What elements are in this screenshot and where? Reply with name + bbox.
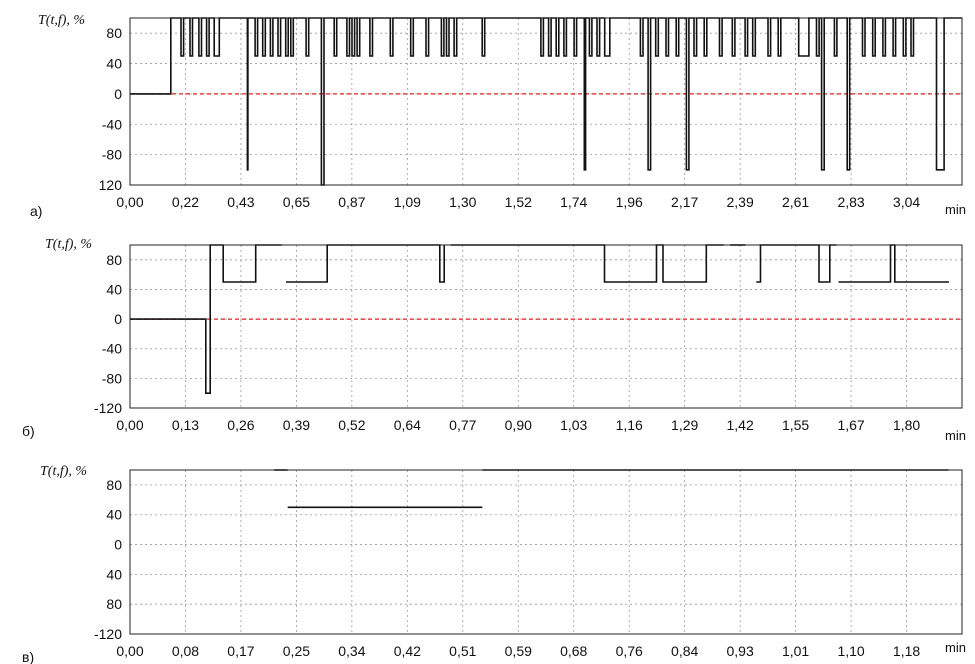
panel-a-y-tick-label: 0 [114, 86, 122, 102]
panel-c-frame [129, 469, 963, 635]
panel-a-frame [129, 17, 963, 186]
panel-a-x-tick-label: 1,30 [449, 194, 476, 210]
panel-c-x-tick-label: 0,25 [283, 643, 310, 659]
panel-b-grid [130, 245, 962, 408]
panel-b-y-tick-label: 80 [106, 252, 122, 268]
panel-a-letter: a) [30, 203, 42, 219]
panel-b-x-tick-label: 0,64 [394, 417, 421, 433]
panel-a-x-tick-label: 0,22 [172, 194, 199, 210]
panel-c-x-tick-label: 0,00 [116, 643, 143, 659]
panel-b-series-line-5 [838, 244, 949, 283]
panel-c-y-tick-label: 40 [106, 507, 122, 523]
panel-a-y-tick-label: 40 [106, 56, 122, 72]
panel-b-y-tick-label: -80 [102, 370, 122, 386]
panel-c-x-tick-label: 1,18 [893, 643, 920, 659]
panel-b-series-line-2 [450, 244, 724, 283]
panel-c-x-tick-label: 0,84 [671, 643, 698, 659]
panel-b-y-tick-label: -120 [94, 400, 122, 416]
panel-c-ylabel: T(t,f), % [40, 464, 87, 479]
panel-a-traces [130, 17, 962, 186]
panel-b-x-tick-label: 1,42 [727, 417, 754, 433]
panel-b-x-tick-label: 0,77 [449, 417, 476, 433]
panel-a-x-tick-label: 1,52 [505, 194, 532, 210]
panel-a-x-tick-label: 1,74 [560, 194, 587, 210]
panel-b-y-tick-label: 0 [114, 311, 122, 327]
panel-b-y-tick-label: -40 [102, 341, 122, 357]
panel-b-x-tick-label: 1,03 [560, 417, 587, 433]
panel-b-y-tick-label: 40 [106, 281, 122, 297]
panel-c-x-tick-label: 0,51 [449, 643, 476, 659]
panel-b-x-tick-label: 0,52 [338, 417, 365, 433]
panel-c-x-tick-label: 0,93 [727, 643, 754, 659]
panel-c-letter: в) [22, 649, 34, 664]
panel-a-x-unit: min [945, 202, 966, 217]
panel-a-y-tick-label: -40 [102, 116, 122, 132]
panel-a-x-tick-label: 0,43 [227, 194, 254, 210]
panel-a-x-tick-label: 2,39 [727, 194, 754, 210]
panel-a-x-tick-label: 0,87 [338, 194, 365, 210]
panel-c-y-tick-label: 40 [106, 566, 122, 582]
panel-a-y-tick-label: 120 [99, 177, 123, 193]
panel-a-x-tick-label: 2,83 [837, 194, 864, 210]
panel-c-y-tick-label: -120 [94, 626, 122, 642]
panel-c-x-tick-label: 0,68 [560, 643, 587, 659]
panel-b-ylabel: T(t,f), % [45, 237, 92, 252]
panel-a-y-tick-label: -80 [102, 147, 122, 163]
panel-c-x-tick-label: 0,42 [394, 643, 421, 659]
panel-b-x-tick-label: 1,55 [782, 417, 809, 433]
panel-c-x-tick-label: 1,01 [782, 643, 809, 659]
panel-b-letter: б) [22, 423, 35, 439]
panel-b-series-line-1 [286, 244, 446, 283]
panel-b-x-tick-label: 0,13 [172, 417, 199, 433]
panel-b-x-tick-label: 1,67 [837, 417, 864, 433]
panel-a-x-tick-label: 1,96 [616, 194, 643, 210]
panel-c-x-tick-label: 0,34 [338, 643, 365, 659]
panel-a-x-tick-label: 0,00 [116, 194, 143, 210]
panel-c-x-unit: min [945, 640, 966, 655]
panel-c-x-tick-label: 0,08 [172, 643, 199, 659]
panel-c-x-tick-label: 1,10 [837, 643, 864, 659]
panel-c-x-tick-label: 0,59 [505, 643, 532, 659]
panel-b-x-tick-label: 1,29 [671, 417, 698, 433]
panel-b-x-tick-label: 0,00 [116, 417, 143, 433]
panel-b-x-tick-label: 0,26 [227, 417, 254, 433]
panel-a-x-tick-label: 3,04 [893, 194, 920, 210]
panel-a-x-tick-label: 2,61 [782, 194, 809, 210]
panel-c-y-tick-label: 0 [114, 537, 122, 553]
panel-c-x-tick-label: 0,76 [616, 643, 643, 659]
panel-b-series-line-4 [756, 244, 837, 283]
panel-c-y-tick-label: 80 [106, 596, 122, 612]
panel-a-x-tick-label: 1,09 [394, 194, 421, 210]
panel-b-x-tick-label: 1,80 [893, 417, 920, 433]
panel-c-y-tick-label: 80 [106, 477, 122, 493]
panel-a-y-tick-label: 80 [106, 25, 122, 41]
panel-b-frame [129, 244, 963, 409]
panel-b-x-tick-label: 1,16 [616, 417, 643, 433]
panel-b-x-unit: min [945, 428, 966, 443]
panel-c-grid [130, 470, 962, 634]
panel-a-series-line-0 [130, 17, 962, 186]
panel-b-x-tick-label: 0,39 [283, 417, 310, 433]
panel-a-x-tick-label: 0,65 [283, 194, 310, 210]
panel-c-x-tick-label: 0,17 [227, 643, 254, 659]
panel-c-traces [274, 469, 949, 509]
panel-a-x-tick-label: 2,17 [671, 194, 698, 210]
panel-a-ylabel: T(t,f), % [38, 13, 85, 28]
panel-b-x-tick-label: 0,90 [505, 417, 532, 433]
